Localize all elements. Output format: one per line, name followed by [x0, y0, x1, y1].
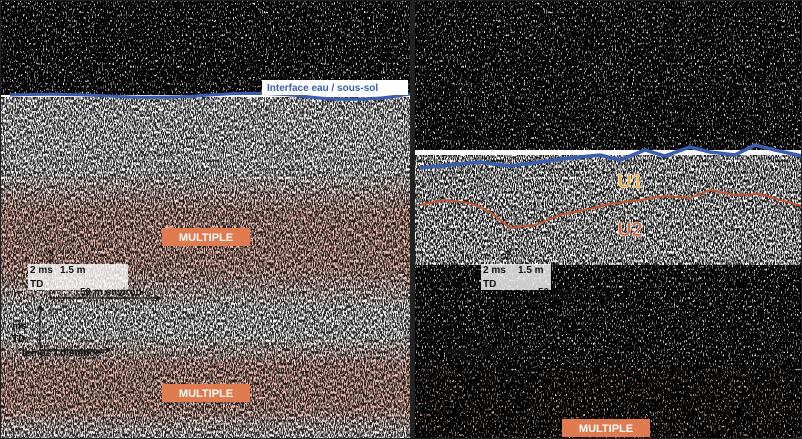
scale-td: TD — [483, 279, 496, 290]
scale-depth: 1.5 m — [518, 265, 544, 276]
noise — [415, 0, 802, 150]
axis-td: TD — [425, 334, 438, 345]
scale-depth: 1.5 m — [60, 265, 86, 276]
scale-time: 2 ms — [483, 265, 506, 276]
axis-label: temps / distance — [22, 348, 101, 359]
axis-unit: ms — [425, 321, 440, 332]
scale-td: TD — [30, 279, 43, 290]
axis-unit: ms — [12, 321, 27, 332]
unit-label: U2 — [617, 219, 643, 241]
scale-time: 2 ms — [30, 265, 53, 276]
unit-label: U1 — [617, 171, 643, 193]
interface-label: Interface eau / sous-sol — [267, 83, 378, 94]
left-panel: Interface eau / sous-sol MULTIPLE MULTIP… — [0, 0, 410, 439]
multiple-label: MULTIPLE — [579, 423, 633, 435]
multiple-label: MULTIPLE — [179, 388, 233, 400]
seismic-figure: Interface eau / sous-sol MULTIPLE MULTIP… — [0, 0, 802, 439]
axis-td: TD — [12, 334, 25, 345]
right-panel: U1 U2 2 ms 1.5 m TD 50 m environ ms TD t… — [415, 0, 802, 439]
multiple-label: MULTIPLE — [179, 232, 233, 244]
scale-distance: 50 m environ — [538, 287, 600, 298]
noise — [415, 155, 802, 265]
separator — [410, 0, 415, 439]
axis-label: temps / distance — [445, 348, 524, 359]
scale-distance: 50 m environ — [80, 287, 142, 298]
